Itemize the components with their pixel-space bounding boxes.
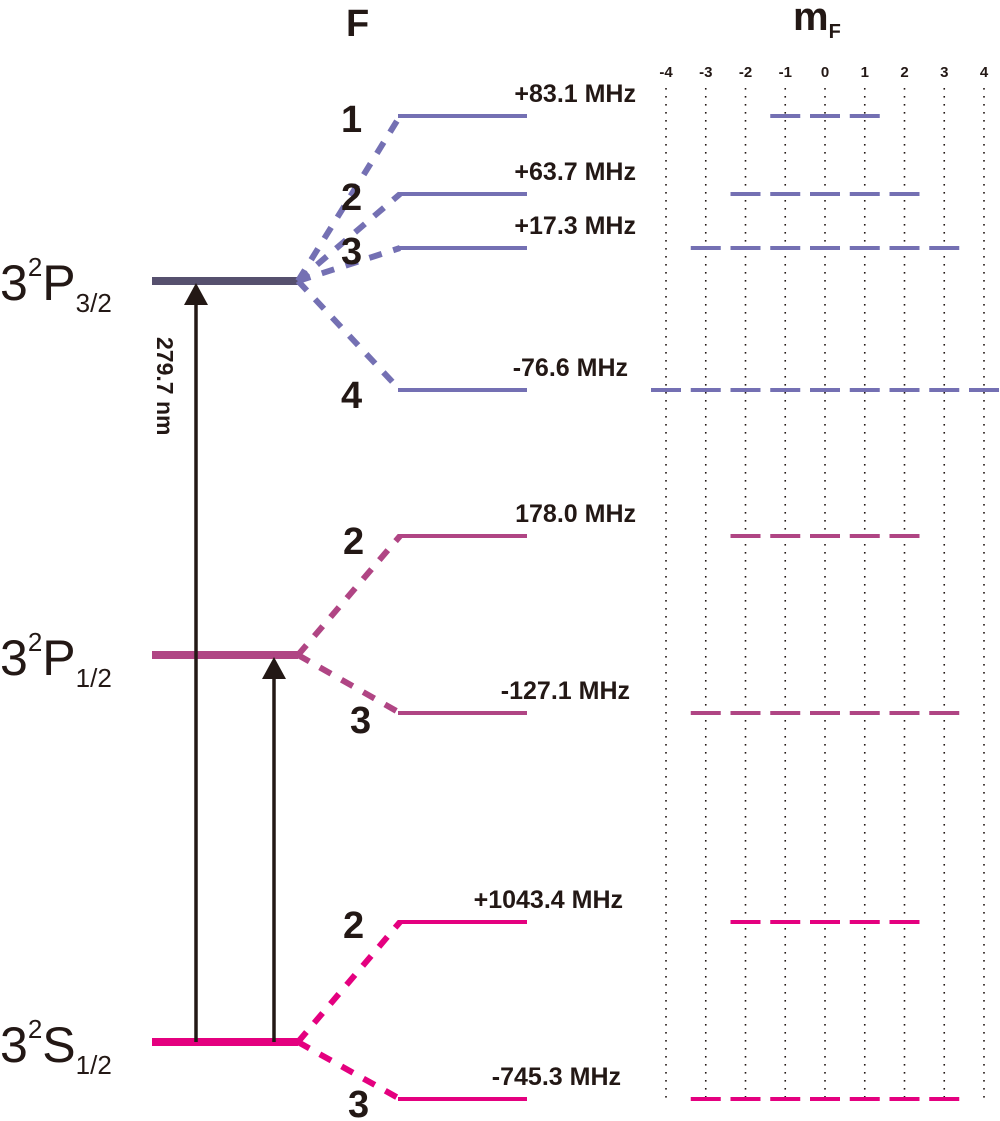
mf-ticks: -4 -3 -2 -1 0 1 2 3 4 bbox=[659, 64, 989, 81]
mf-tick-label: 3 bbox=[940, 64, 948, 81]
f-quantum-number: 3 bbox=[348, 1084, 369, 1121]
f-quantum-number: 1 bbox=[341, 99, 362, 141]
mf-tick-label: 1 bbox=[861, 64, 869, 81]
term-sub: 1/2 bbox=[76, 663, 112, 693]
hyperfine-connector bbox=[296, 1039, 402, 1102]
mf-header-m: m bbox=[793, 0, 829, 39]
term-label-p32: 32P3/2 bbox=[0, 252, 112, 318]
mf-tick-label: -1 bbox=[779, 64, 792, 81]
mf-header-sub: F bbox=[829, 21, 841, 43]
hyperfine-connector bbox=[296, 652, 402, 716]
hyperfine-connector bbox=[296, 191, 402, 284]
mf-header: mF bbox=[793, 0, 841, 43]
f-quantum-number: 3 bbox=[341, 231, 362, 273]
term-L: S bbox=[42, 1017, 75, 1073]
term-L: P bbox=[42, 630, 75, 686]
mf-tick-label: -4 bbox=[659, 64, 673, 81]
hyperfine-connector bbox=[295, 278, 403, 393]
hyperfine-shift-label: +1043.4 MHz bbox=[474, 886, 623, 914]
hyperfine-shift-label: 178.0 MHz bbox=[515, 500, 636, 528]
f-quantum-number: 4 bbox=[341, 375, 362, 417]
hyperfine-shift-label: -76.6 MHz bbox=[513, 354, 628, 382]
transitions: 279.7 nm bbox=[152, 283, 286, 1042]
term-sub: 1/2 bbox=[76, 1050, 112, 1080]
hyperfine-connector bbox=[295, 920, 403, 1044]
term-label-p12: 32P1/2 bbox=[0, 627, 112, 693]
term-n: 3 bbox=[0, 630, 28, 686]
term-L: P bbox=[42, 255, 75, 311]
hyperfine-shift-label: +63.7 MHz bbox=[514, 158, 636, 186]
f-quantum-number: 3 bbox=[350, 700, 371, 742]
term-sup: 2 bbox=[28, 1014, 42, 1044]
f-quantum-number: 2 bbox=[343, 905, 364, 947]
mf-tick-label: 2 bbox=[900, 64, 908, 81]
arrowhead-icon bbox=[184, 283, 208, 305]
arrowhead-icon bbox=[262, 657, 286, 679]
hyperfine-shift-label: +17.3 MHz bbox=[514, 212, 636, 240]
mf-tick-label: 0 bbox=[821, 64, 829, 81]
term-sup: 2 bbox=[28, 627, 42, 657]
f-header: F bbox=[346, 3, 369, 45]
hyperfine-connector bbox=[295, 114, 403, 283]
mf-tick-label: -3 bbox=[699, 64, 712, 81]
term-sup: 2 bbox=[28, 252, 42, 282]
hyperfine-connector bbox=[295, 534, 403, 657]
term-n: 3 bbox=[0, 1017, 28, 1073]
wavelength-label: 279.7 nm bbox=[152, 337, 178, 435]
f-quantum-number: 2 bbox=[343, 521, 364, 563]
mf-tick-label: 4 bbox=[980, 64, 989, 81]
mf-tick-label: -2 bbox=[739, 64, 752, 81]
hyperfine-shift-label: +83.1 MHz bbox=[514, 80, 636, 108]
term-n: 3 bbox=[0, 255, 28, 311]
hyperfine-connector bbox=[297, 245, 401, 284]
term-sub: 3/2 bbox=[76, 288, 112, 318]
f-quantum-number: 2 bbox=[341, 177, 362, 219]
hyperfine-shift-label: -745.3 MHz bbox=[492, 1063, 621, 1091]
term-label-s12: 32S1/2 bbox=[0, 1014, 112, 1080]
mf-grid bbox=[665, 88, 985, 1100]
hyperfine-shift-label: -127.1 MHz bbox=[501, 677, 630, 705]
